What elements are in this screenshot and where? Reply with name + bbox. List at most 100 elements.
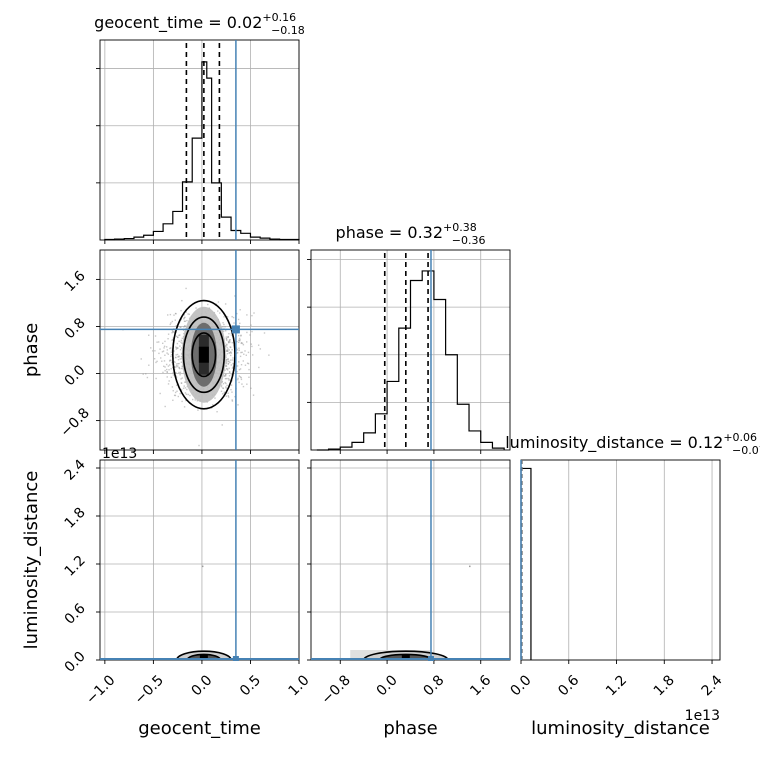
sample-point-1-0-812 [258, 366, 260, 369]
title-luminosity_distance-plus: +0.06 [723, 431, 757, 444]
sample-point-1-0-1183 [165, 346, 168, 348]
sample-point-1-0-567 [248, 376, 250, 378]
sample-point-1-0-1003 [168, 380, 170, 382]
xtick-label-geocent_time-2: 0.0 [188, 672, 215, 699]
sample-point-1-0-762 [173, 331, 175, 333]
sample-point-1-0-247 [235, 352, 238, 354]
sample-point-1-0-1078 [178, 334, 180, 337]
sample-point-1-0-1288 [225, 358, 228, 361]
sample-point-1-0-764 [247, 351, 250, 354]
truth-marker-2-1 [427, 656, 434, 661]
sample-point-1-0-476 [251, 345, 253, 348]
sample-point-1-0-1065 [172, 390, 174, 392]
sample-point-1-0-817 [168, 369, 170, 371]
sample-point-1-0-1245 [240, 334, 242, 337]
sample-point-1-0-277 [224, 303, 227, 305]
sample-point-1-0-318 [222, 387, 224, 389]
sample-point-1-0-1185 [162, 342, 164, 345]
sample-point-1-0-1190 [227, 350, 229, 352]
sample-point-1-0-1035 [263, 332, 266, 334]
sample-point-1-0-603 [225, 362, 228, 365]
sample-point-1-0-598 [173, 360, 176, 363]
sample-point-1-0-135 [226, 346, 228, 349]
density-core-2-1 [401, 654, 410, 660]
sample-point-1-0-463 [175, 354, 177, 356]
sample-point-1-0-1269 [224, 345, 227, 347]
sample-point-1-0-338 [179, 326, 181, 328]
sample-point-1-0-606 [243, 353, 245, 355]
sample-point-1-0-1250 [176, 366, 178, 368]
ytick-label-luminosity_distance-4: 2.4 [62, 457, 89, 484]
xtick-label-luminosity_distance-0: 0.0 [508, 672, 535, 699]
ytick-label-luminosity_distance-1: 0.6 [62, 601, 89, 628]
sample-point-1-0-685 [187, 393, 189, 396]
sample-point-1-0-6 [166, 352, 168, 354]
xtick-label-phase-3: 1.6 [467, 672, 494, 699]
sample-point-1-0-1219 [231, 341, 234, 344]
sample-point-1-0-1027 [180, 361, 183, 363]
sample-point-1-0-1164 [222, 322, 224, 324]
sample-point-1-0-111 [268, 354, 270, 356]
ytick-label-phase-1: 0.0 [62, 362, 89, 389]
sample-point-1-0-586 [240, 364, 243, 366]
sample-point-1-0-37 [236, 312, 238, 315]
sample-point-1-0-1192 [208, 307, 210, 309]
sample-point-1-0-14 [163, 365, 165, 367]
sample-point-1-0-701 [251, 314, 253, 317]
sample-point-1-0-896 [224, 326, 226, 328]
sample-point-1-0-980 [228, 367, 230, 370]
sample-point-1-0-286 [151, 350, 154, 352]
sample-point-1-0-931 [226, 384, 228, 387]
sample-point-1-0-811 [172, 330, 174, 333]
sample-point-1-0-796 [225, 364, 228, 367]
panel-2-2 [520, 459, 721, 664]
sample-point-1-0-68 [177, 365, 179, 367]
sample-point-1-0-565 [230, 351, 232, 354]
sample-point-1-0-647 [180, 355, 183, 358]
offset-label-y: 1e13 [102, 446, 137, 462]
xtick-label-phase-0: −0.8 [319, 672, 354, 707]
sample-point-1-0-1270 [182, 387, 185, 389]
sample-point-1-0-868 [170, 355, 172, 358]
sample-point-1-0-1010 [177, 363, 179, 365]
sample-point-1-0-617 [180, 378, 182, 380]
sample-point-1-0-930 [160, 357, 162, 359]
sample-point-1-0-889 [145, 373, 147, 375]
sample-point-1-0-272 [168, 364, 171, 366]
sample-point-1-0-577 [183, 320, 186, 322]
sample-point-1-0-1247 [228, 379, 230, 382]
sample-point-1-0-508 [174, 312, 177, 315]
truth-marker-2-0 [232, 656, 239, 661]
sample-point-1-0-93 [184, 392, 187, 394]
sample-point-1-0-57 [232, 357, 234, 359]
sample-point-1-0-358 [212, 404, 214, 406]
panel-2-0 [96, 459, 300, 664]
sample-point-1-0-299 [259, 348, 262, 350]
ytick-label-phase-2: 0.8 [62, 315, 89, 342]
panel-1-1 [307, 249, 511, 454]
sample-point-1-0-292 [236, 370, 238, 373]
outlier-point-2-1 [469, 565, 471, 568]
sample-point-1-0-393 [174, 366, 176, 369]
title-phase-minus: −0.36 [452, 234, 486, 247]
sample-point-1-0-1073 [185, 393, 188, 396]
sample-point-1-0-1070 [178, 367, 180, 369]
sample-point-1-0-187 [227, 348, 229, 350]
sample-point-1-0-394 [233, 322, 235, 324]
sample-point-1-0-445 [184, 316, 186, 319]
sample-point-1-0-140 [171, 320, 174, 323]
xtick-label-phase-2: 0.8 [420, 672, 447, 699]
sample-point-1-0-1083 [236, 365, 239, 367]
sample-point-1-0-1222 [161, 360, 163, 362]
panel-2-1 [307, 459, 511, 664]
sample-point-1-0-844 [185, 311, 187, 313]
sample-point-1-0-562 [238, 381, 240, 384]
sample-point-1-0-427 [237, 404, 239, 406]
sample-point-1-0-584 [238, 349, 240, 351]
sample-point-1-0-881 [186, 385, 189, 388]
sample-point-1-0-365 [154, 335, 157, 337]
sample-point-1-0-226 [173, 314, 175, 316]
sample-point-1-0-103 [180, 341, 182, 343]
sample-point-1-0-246 [225, 377, 228, 380]
